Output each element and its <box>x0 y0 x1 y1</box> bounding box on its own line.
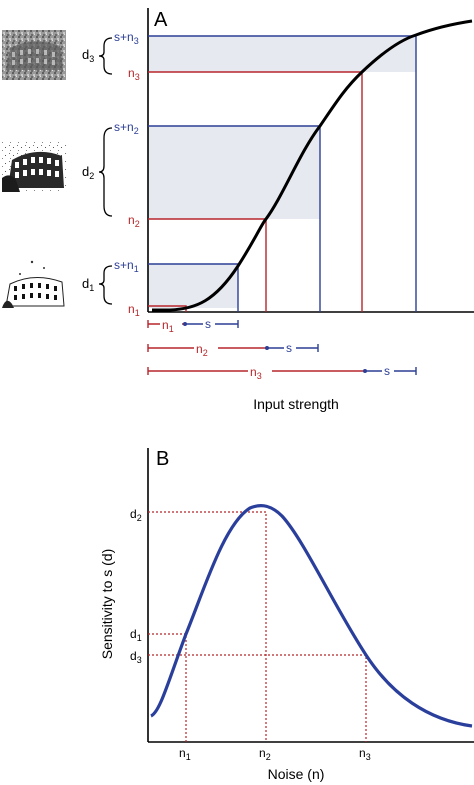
range-bar-labels: n1 s n2 s n3 s <box>160 316 394 381</box>
label-d3: d3 <box>82 47 94 64</box>
bar-label-n3: n3 <box>250 365 262 381</box>
ytick-d3: d3 <box>130 649 142 665</box>
panel-a-y-labels: s+n3 n3 s+n2 n2 s+n1 n1 <box>114 30 140 318</box>
panel-b-letter: B <box>156 448 169 470</box>
braces <box>98 37 113 305</box>
bar-label-s1: s <box>205 317 211 331</box>
range-bars <box>147 320 417 375</box>
sensitivity-curve <box>150 504 473 728</box>
label-n1: n1 <box>128 302 140 318</box>
d-labels: d3 d2 d1 <box>82 47 94 293</box>
bar-label-n1: n1 <box>162 318 174 334</box>
bar-label-s2: s <box>286 341 292 355</box>
label-d2: d2 <box>82 164 94 181</box>
guide-lines <box>148 511 367 742</box>
sigmoid-curve <box>152 19 473 312</box>
panel-b: B d2 d1 d3 n1 n2 n3 Sensitivity to s (d)… <box>99 448 474 782</box>
noise-line-1 <box>148 305 187 312</box>
xtick-n1: n1 <box>179 746 191 762</box>
panel-a-letter: A <box>154 9 168 31</box>
panel-b-ylabel: Sensitivity to s (d) <box>99 549 115 659</box>
label-s-n2: s+n2 <box>114 120 139 136</box>
bar-label-n2: n2 <box>196 342 208 358</box>
label-s-n3: s+n3 <box>114 30 139 46</box>
thumbnail-high-noise <box>2 30 66 80</box>
brace-d3 <box>98 37 113 75</box>
ytick-d1: d1 <box>130 627 142 643</box>
brace-d1 <box>98 265 113 305</box>
thumbnail-low-noise <box>2 260 65 308</box>
label-s-n1: s+n1 <box>114 258 139 274</box>
panel-b-x-ticks: n1 n2 n3 <box>179 746 371 762</box>
panel-b-y-ticks: d2 d1 d3 <box>130 507 142 665</box>
shade-region-2 <box>148 126 320 219</box>
xtick-n2: n2 <box>259 746 271 762</box>
brace-d2 <box>98 127 113 217</box>
panel-a-xlabel: Input strength <box>253 396 339 412</box>
label-d1: d1 <box>82 276 94 293</box>
guide-d3-n3 <box>148 654 367 742</box>
panel-a: A s+n3 n3 s+n2 n2 s+n1 n1 d3 d2 d1 <box>2 8 474 412</box>
label-n3: n3 <box>128 66 140 82</box>
range-bar-3 <box>147 367 417 375</box>
thumbnail-medium-noise <box>2 140 66 192</box>
panel-b-xlabel: Noise (n) <box>268 766 325 782</box>
shade-region-3 <box>148 36 416 72</box>
xtick-n3: n3 <box>359 746 371 762</box>
guide-d2-n2 <box>148 511 267 742</box>
label-n2: n2 <box>128 213 140 229</box>
ytick-d2: d2 <box>130 507 142 523</box>
bar-label-s3: s <box>384 364 390 378</box>
